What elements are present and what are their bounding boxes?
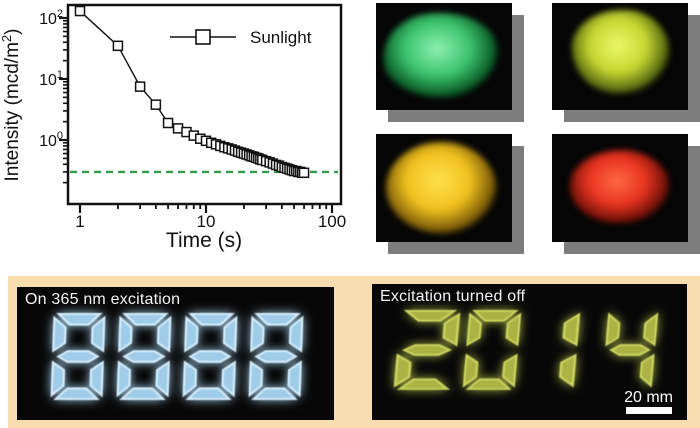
afterglow-demo-panel: On 365 nm excitation Excitation turned o… xyxy=(8,276,700,428)
powder-green xyxy=(384,12,499,99)
svg-text:1: 1 xyxy=(75,212,84,231)
powder-yellow xyxy=(385,141,498,235)
scale-bar: 20 mm xyxy=(624,390,673,419)
seven-segment-digit-2 xyxy=(393,310,461,390)
powder-red xyxy=(569,150,671,224)
scale-bar-label: 20 mm xyxy=(624,389,673,406)
svg-text:100: 100 xyxy=(39,130,63,150)
sample-photo-yellow-green xyxy=(552,3,688,110)
uv-off-photo: Excitation turned off 20 mm xyxy=(372,284,687,420)
chart-legend: Sunlight xyxy=(170,28,312,47)
digits-8888 xyxy=(17,287,334,420)
x-axis-label: Time (s) xyxy=(166,229,242,252)
data-series-sunlight xyxy=(74,5,310,179)
legend-label: Sunlight xyxy=(250,28,312,47)
seven-segment-digit-1 xyxy=(559,312,581,388)
x-axis: 1 10 100 xyxy=(75,204,346,231)
uv-on-label: On 365 nm excitation xyxy=(25,291,181,308)
seven-segment-digit-8 xyxy=(248,313,304,400)
uv-off-label: Excitation turned off xyxy=(380,288,526,305)
svg-text:102: 102 xyxy=(39,8,63,28)
uv-on-photo: On 365 nm excitation xyxy=(17,287,334,420)
svg-text:101: 101 xyxy=(39,69,63,89)
svg-text:10: 10 xyxy=(197,212,216,231)
seven-segment-digit-4 xyxy=(605,312,659,388)
sample-photo-green xyxy=(376,3,512,110)
powder-yellow-green xyxy=(572,10,671,94)
plot-frame xyxy=(66,3,343,206)
y-axis-label: Intensity (mcd/m2) xyxy=(0,29,23,182)
sample-photo-yellow xyxy=(376,134,512,242)
seven-segment-digit-8 xyxy=(182,313,238,400)
sample-photo-red xyxy=(552,134,688,242)
decay-chart: 1 10 100 100 101 102 Sunlight Time (s) Intensity… xyxy=(0,3,346,252)
seven-segment-digit-8 xyxy=(50,313,106,400)
svg-text:100: 100 xyxy=(318,212,346,231)
seven-segment-digit-0 xyxy=(462,310,522,390)
scale-bar-line xyxy=(625,407,672,414)
y-axis: 100 101 102 xyxy=(39,8,68,184)
digits-2014 xyxy=(372,284,687,420)
seven-segment-digit-8 xyxy=(116,313,172,400)
